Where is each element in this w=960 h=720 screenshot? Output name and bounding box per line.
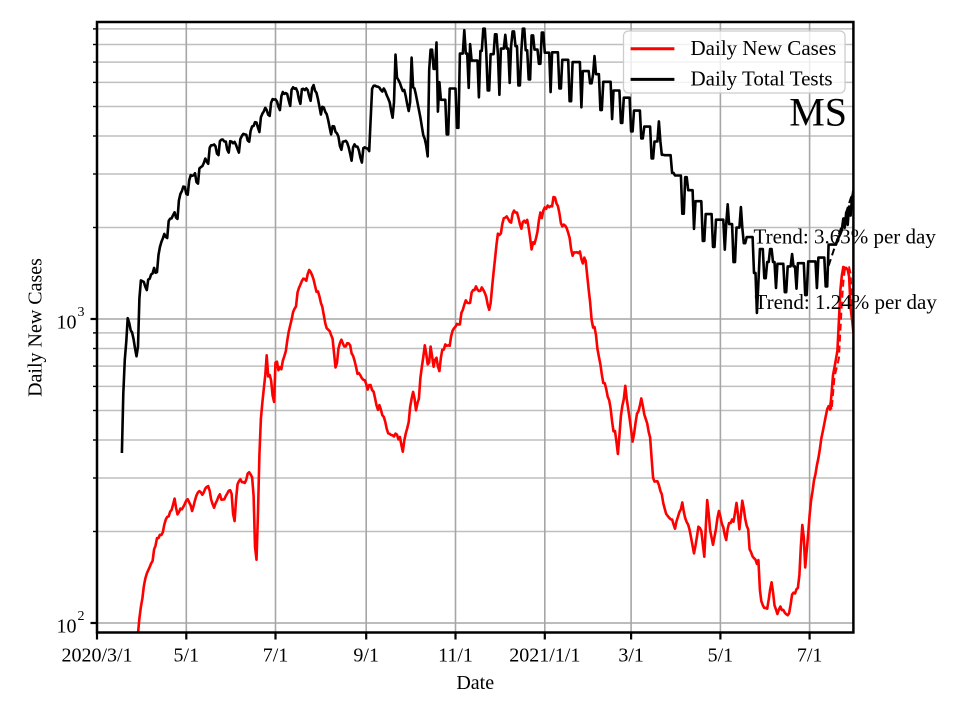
svg-text:7/1: 7/1 — [263, 645, 289, 667]
svg-text:10: 10 — [57, 311, 77, 333]
svg-text:MS: MS — [789, 90, 847, 135]
svg-text:Daily Total Tests: Daily Total Tests — [691, 67, 833, 91]
svg-text:2: 2 — [78, 609, 85, 624]
svg-text:11/1: 11/1 — [438, 645, 473, 667]
svg-text:9/1: 9/1 — [353, 645, 379, 667]
svg-text:2020/3/1: 2020/3/1 — [61, 645, 132, 667]
svg-text:Date: Date — [456, 672, 494, 694]
svg-text:Daily New Cases: Daily New Cases — [691, 36, 837, 60]
svg-text:3/1: 3/1 — [618, 645, 644, 667]
svg-text:Trend: 3.63% per day: Trend: 3.63% per day — [754, 225, 937, 249]
svg-text:7/1: 7/1 — [797, 645, 823, 667]
svg-text:Daily New Cases: Daily New Cases — [25, 258, 47, 397]
svg-text:5/1: 5/1 — [174, 645, 200, 667]
svg-text:3: 3 — [78, 305, 85, 320]
svg-text:Trend: 1.24% per day: Trend: 1.24% per day — [755, 290, 938, 314]
svg-text:5/1: 5/1 — [708, 645, 734, 667]
svg-text:10: 10 — [57, 616, 77, 638]
svg-text:2021/1/1: 2021/1/1 — [509, 645, 580, 667]
